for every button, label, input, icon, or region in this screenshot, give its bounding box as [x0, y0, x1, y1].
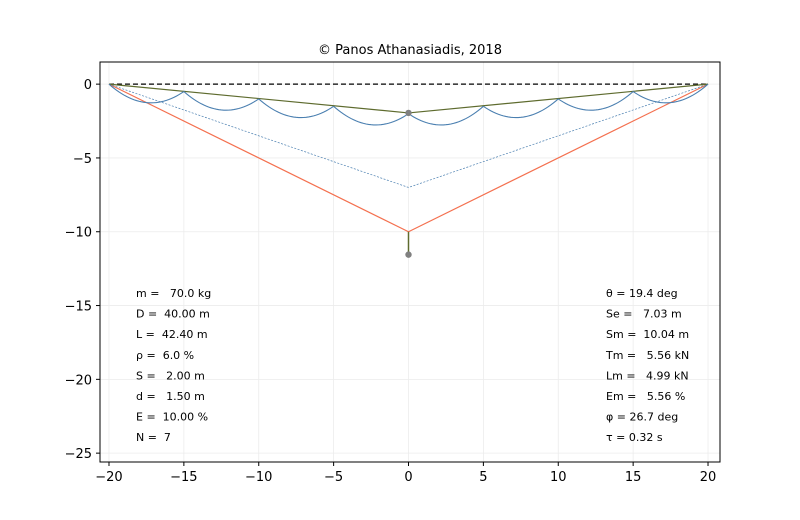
chart-title: © Panos Athanasiadis, 2018 [318, 43, 502, 58]
x-tick-label-2: −10 [245, 470, 272, 485]
axes-frame [99, 61, 721, 463]
y-tick-label-3: −15 [65, 300, 92, 315]
x-tick-label-7: 15 [625, 470, 642, 485]
series-inner-line [108, 83, 709, 188]
param-right-5: Em = 5.56 % [606, 390, 685, 403]
param-right-0: θ = 19.4 deg [606, 287, 678, 300]
param-right-1: Se = 7.03 m [606, 308, 682, 321]
x-tick-label-4: 0 [404, 470, 412, 485]
marker-point-0 [405, 109, 412, 117]
param-left-5: d = 1.50 m [136, 390, 205, 403]
arc-segment-5 [483, 98, 559, 119]
y-tick-label-1: −5 [73, 152, 92, 167]
x-tick-label-0: −20 [95, 470, 122, 485]
param-right-6: φ = 26.7 deg [606, 411, 678, 424]
param-right-3: Tm = 5.56 kN [605, 349, 689, 362]
param-left-3: ρ = 6.0 % [136, 349, 194, 362]
param-right-7: τ = 0.32 s [606, 431, 663, 444]
y-tick-label-0: 0 [84, 78, 92, 93]
param-left-0: m = 70.0 kg [136, 287, 211, 300]
x-tick-label-5: 5 [479, 470, 487, 485]
param-left-1: D = 40.00 m [136, 308, 210, 321]
arc-segment-7 [632, 83, 709, 104]
x-tick-label-1: −15 [170, 470, 197, 485]
arc-segment-0 [108, 83, 185, 104]
arc-segment-4 [408, 105, 484, 126]
param-left-7: N = 7 [136, 431, 171, 444]
param-left-2: L = 42.40 m [136, 328, 208, 341]
param-left-4: S = 2.00 m [136, 369, 205, 382]
arc-segment-3 [333, 105, 409, 126]
y-tick-label-2: −10 [65, 226, 92, 241]
marker-point-1 [405, 251, 412, 258]
param-left-6: E = 10.00 % [136, 411, 208, 424]
param-right-2: Sm = 10.04 m [606, 328, 689, 341]
arc-segment-1 [183, 91, 260, 111]
arc-segment-2 [258, 98, 334, 119]
y-tick-label-4: −20 [65, 373, 92, 388]
arc-segment-6 [557, 91, 634, 111]
x-tick-label-8: 20 [700, 470, 717, 485]
y-tick-label-5: −25 [65, 447, 92, 462]
x-tick-label-6: 10 [550, 470, 567, 485]
plot-area: −20 −15 −10 −5 0 5 10 15 200−5−10−15−20−25m = 70… [65, 61, 721, 485]
x-tick-label-3: −5 [324, 470, 343, 485]
param-right-4: Lm = 4.99 kN [606, 369, 689, 382]
